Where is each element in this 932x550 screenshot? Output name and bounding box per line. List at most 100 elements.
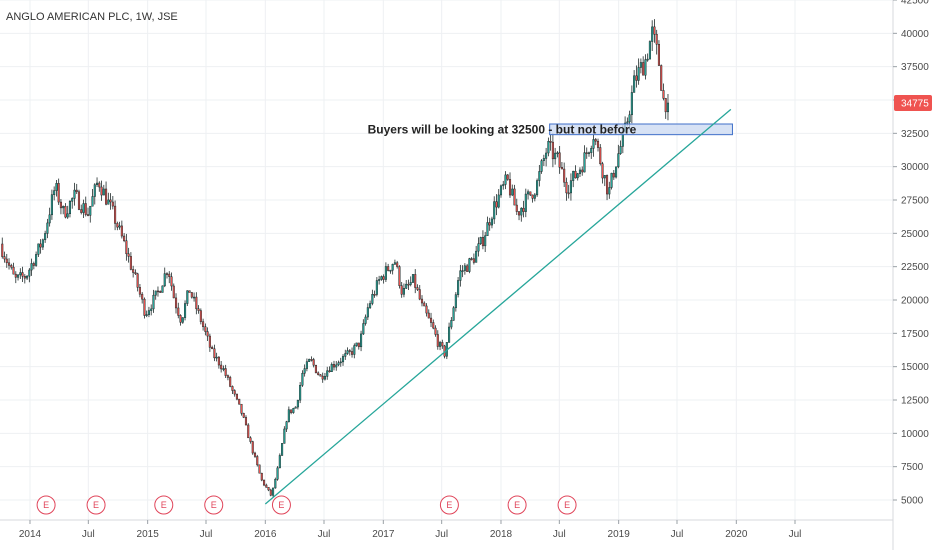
candle-body bbox=[596, 140, 600, 148]
candle-body bbox=[159, 291, 162, 293]
candle-body bbox=[405, 283, 408, 289]
candle-body bbox=[400, 285, 403, 295]
candle-body bbox=[55, 183, 58, 191]
candle-body bbox=[454, 294, 457, 309]
candle-body bbox=[339, 361, 342, 364]
earnings-label: E bbox=[161, 500, 167, 510]
candle-body bbox=[37, 243, 40, 255]
candle-body bbox=[472, 258, 475, 263]
candle-body bbox=[141, 293, 144, 300]
x-tick-label: Jul bbox=[318, 529, 331, 540]
annotation-text: Buyers will be looking at 32500 - but no… bbox=[368, 122, 637, 136]
candle-body bbox=[30, 263, 33, 271]
candle-body bbox=[382, 276, 385, 280]
candle-body bbox=[606, 175, 609, 195]
candle-body bbox=[393, 262, 396, 265]
candle-body bbox=[265, 484, 268, 488]
y-tick-label: 30000 bbox=[901, 162, 929, 173]
candle-body bbox=[457, 280, 460, 295]
candle-body bbox=[583, 152, 586, 173]
last-price-badge-bg bbox=[894, 95, 932, 111]
candle-body bbox=[136, 273, 139, 288]
candle-body bbox=[450, 320, 453, 328]
x-tick-label: 2015 bbox=[137, 529, 160, 540]
candle-body bbox=[197, 308, 200, 311]
earnings-label: E bbox=[446, 500, 452, 510]
candle-body bbox=[62, 206, 65, 209]
candle-body bbox=[547, 141, 550, 154]
y-tick-label: 37500 bbox=[901, 62, 929, 73]
candle-body bbox=[179, 315, 182, 323]
candle-body bbox=[493, 201, 496, 220]
candle-body bbox=[317, 372, 320, 375]
candle-body bbox=[326, 370, 329, 377]
x-tick-label: Jul bbox=[553, 529, 566, 540]
candle-body bbox=[517, 211, 521, 216]
trendline[interactable] bbox=[264, 108, 732, 505]
chart-overlays: Buyers will be looking at 32500 - but no… bbox=[264, 108, 733, 505]
candle-body bbox=[132, 269, 135, 273]
candle-body bbox=[468, 258, 471, 272]
candle-body bbox=[488, 222, 491, 226]
candle-body bbox=[475, 250, 478, 263]
candle-body bbox=[380, 276, 383, 280]
candle-body bbox=[23, 275, 26, 279]
candle-body bbox=[163, 273, 166, 287]
candle-body bbox=[330, 364, 333, 373]
candle-body bbox=[57, 183, 60, 203]
candle-body bbox=[477, 243, 480, 252]
candle-body bbox=[12, 266, 15, 275]
earnings-label: E bbox=[278, 500, 284, 510]
candle-body bbox=[170, 276, 173, 287]
candle-body bbox=[301, 372, 304, 386]
candle-body bbox=[95, 182, 99, 185]
candle-body bbox=[425, 305, 428, 314]
candle-body bbox=[102, 188, 105, 196]
support-zone[interactable] bbox=[549, 123, 733, 136]
earnings-marker bbox=[557, 495, 577, 515]
candle-body bbox=[563, 168, 566, 183]
candle-body bbox=[585, 152, 588, 154]
candle-body bbox=[375, 280, 378, 295]
candle-body bbox=[515, 204, 518, 212]
candle-body bbox=[260, 472, 263, 481]
candle-body bbox=[312, 359, 315, 366]
candle-body bbox=[123, 235, 126, 241]
candle-body bbox=[407, 283, 410, 286]
candle-body bbox=[165, 273, 169, 275]
candle-body bbox=[19, 272, 22, 276]
candle-body bbox=[71, 198, 74, 202]
earnings-marker bbox=[507, 495, 527, 515]
time-axis[interactable]: 2014 Jul 2015 Jul 2016 Jul 2017 Jul 2018 Jul 2019 J… bbox=[19, 520, 802, 540]
candle-body bbox=[50, 194, 53, 216]
candle-body bbox=[332, 364, 336, 368]
candle-body bbox=[567, 192, 570, 195]
candle-body bbox=[107, 199, 110, 205]
candle-body bbox=[17, 274, 20, 278]
candle-body bbox=[39, 243, 42, 248]
candle-body bbox=[249, 437, 252, 442]
candle-body bbox=[466, 265, 469, 272]
candle-body bbox=[511, 188, 514, 196]
candle-body bbox=[100, 186, 103, 196]
candle-body bbox=[276, 467, 279, 480]
candle-body bbox=[244, 417, 248, 426]
candle-body bbox=[470, 258, 473, 260]
candle-body bbox=[235, 393, 238, 400]
candle-body bbox=[362, 323, 365, 335]
candle-body bbox=[109, 199, 112, 203]
candle-body bbox=[220, 364, 223, 370]
candle-body bbox=[633, 75, 636, 93]
candle-body bbox=[147, 310, 150, 315]
candle-body bbox=[344, 353, 347, 357]
candle-body bbox=[432, 322, 435, 329]
x-tick-label: 2019 bbox=[608, 529, 631, 540]
candle-body bbox=[486, 222, 489, 236]
candle-body bbox=[314, 364, 317, 374]
candle-body bbox=[181, 317, 184, 323]
candle-body bbox=[506, 174, 509, 180]
candle-body bbox=[615, 166, 618, 178]
candle-body bbox=[434, 327, 437, 335]
y-tick-label: 27500 bbox=[901, 196, 929, 207]
